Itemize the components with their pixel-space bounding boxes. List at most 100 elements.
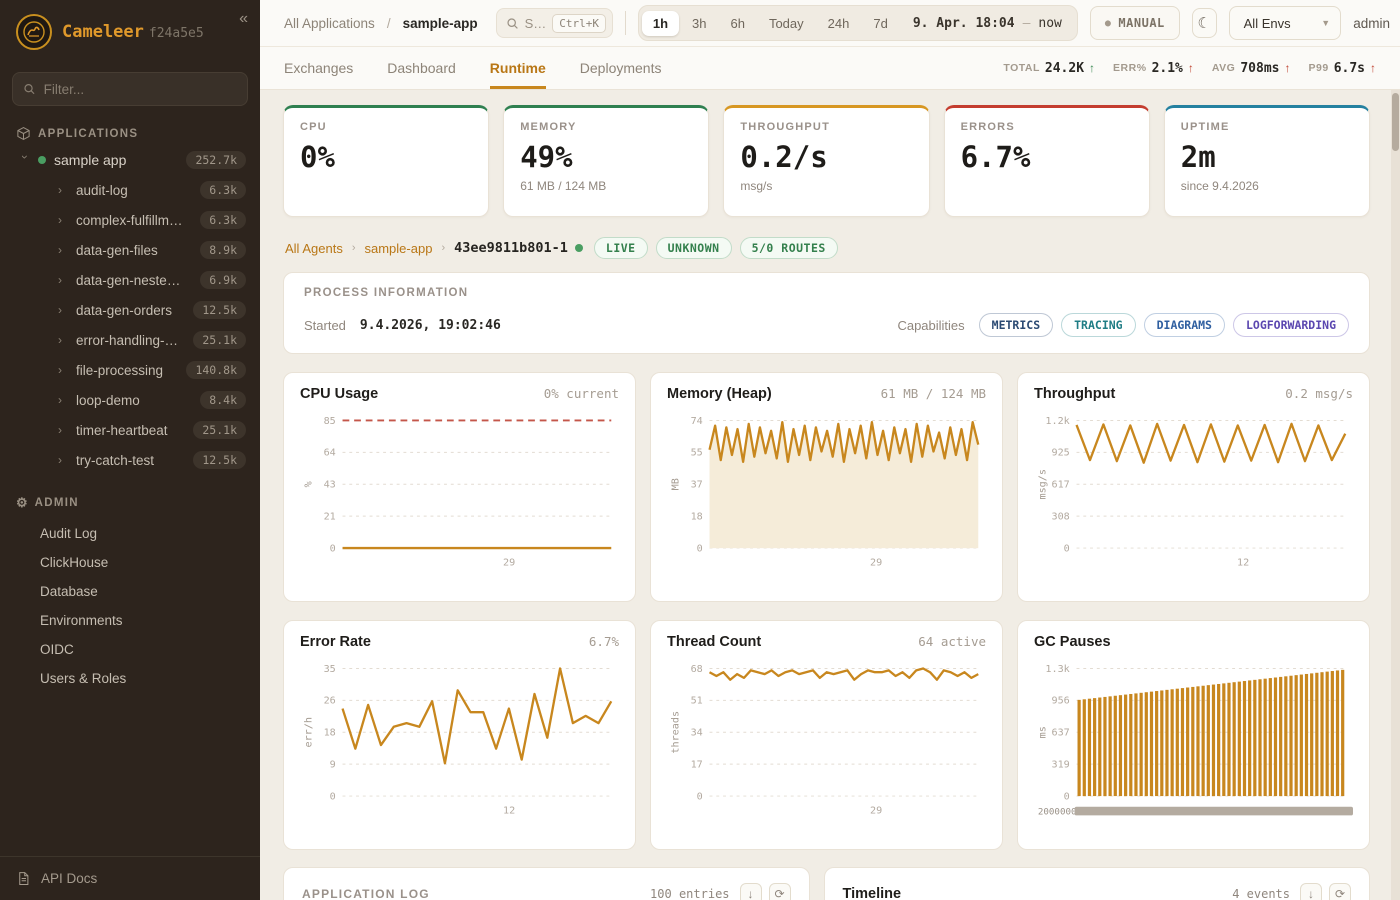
time-range-display[interactable]: 9. Apr. 18:04 — now [901, 16, 1074, 31]
trend-arrow-icon: ↑ [1284, 61, 1291, 75]
search-icon [507, 17, 518, 29]
sidebar-route-item[interactable]: › error-handling-… 25.1k [0, 325, 260, 355]
environment-select[interactable]: All Envs ▼ [1228, 6, 1342, 40]
svg-text:threads: threads [671, 711, 682, 754]
filter-input-wrap[interactable] [12, 72, 248, 106]
stat-sub: 61 MB / 124 MB [520, 179, 607, 193]
document-icon [19, 872, 29, 885]
chart-plot: 68 51 34 17 0 threads 29 [667, 656, 986, 829]
scrollbar[interactable] [1391, 90, 1400, 900]
sidebar-item-clickhouse[interactable]: ClickHouse [40, 555, 109, 570]
kpi-err: ERR% 2.1% ↑ [1113, 61, 1194, 76]
search-icon [24, 84, 35, 95]
time-from: 9. Apr. 18:04 [912, 15, 1015, 31]
refresh-icon: ⟳ [1334, 887, 1346, 900]
capabilities: Capabilities METRICS TRACING DIAGRAMS LOGFO… [897, 313, 1349, 337]
tab-deployments[interactable]: Deployments [579, 59, 662, 76]
chevron-right-icon: › [58, 453, 62, 467]
svg-text:85: 85 [324, 416, 336, 427]
sidebar-route-item[interactable]: › timer-heartbeat 25.1k [0, 415, 260, 445]
timeline-title: Timeline [842, 886, 902, 900]
svg-text:43: 43 [324, 480, 336, 491]
sidebar-item-audit-log[interactable]: Audit Log [40, 526, 98, 541]
svg-text:12: 12 [1237, 557, 1249, 568]
svg-text:64: 64 [324, 448, 336, 459]
stat-label: THROUGHPUT [740, 121, 830, 133]
chevron-right-icon: › [58, 363, 62, 377]
started-label: Started [304, 317, 346, 333]
svg-text:17: 17 [691, 760, 703, 771]
stat-label: ERRORS [960, 121, 1015, 133]
applications-section-header: APPLICATIONS [0, 110, 260, 145]
sidebar-route-item[interactable]: › data-gen-orders 12.5k [0, 295, 260, 325]
capability-badge-metrics: METRICS [978, 313, 1054, 337]
api-docs-label: API Docs [41, 871, 98, 886]
sidebar-item-database[interactable]: Database [40, 584, 98, 599]
sidebar-route-item[interactable]: › try-catch-test 12.5k [0, 445, 260, 475]
time-range-1h[interactable]: 1h [641, 10, 680, 36]
stat-sub: msg/s [740, 179, 773, 193]
chart-plot: 74 55 37 18 0 MB 29 [667, 408, 986, 581]
svg-text:55: 55 [691, 448, 703, 459]
stat-value: 0.2/s [740, 140, 828, 174]
tabbar: Exchanges Dashboard Runtime Deployments TOT… [260, 47, 1400, 90]
count-badge: 8.9k [200, 241, 246, 259]
refresh-mode-button[interactable]: ● MANUAL [1089, 6, 1180, 40]
refresh-button[interactable]: ⟳ [1329, 883, 1351, 900]
svg-text:29: 29 [503, 557, 515, 568]
sidebar-item-users-roles[interactable]: Users & Roles [40, 671, 127, 686]
svg-text:2000000000: 2000000000 [1038, 806, 1093, 817]
sidebar-route-item[interactable]: › data-gen-files 8.9k [0, 235, 260, 265]
chart-plot: 1.3k 956 637 319 0 ms 2000000000 [1034, 656, 1353, 829]
filter-input[interactable] [43, 81, 237, 97]
sidebar-route-item[interactable]: › data-gen-neste… 6.9k [0, 265, 260, 295]
chart-current-value: 64 active [918, 634, 986, 649]
sidebar-item-environments[interactable]: Environments [40, 613, 123, 628]
svg-text:35: 35 [324, 664, 336, 675]
app-logo-icon [16, 14, 52, 50]
sidebar-item-sample-app[interactable]: › sample app 252.7k [0, 145, 260, 175]
sidebar-route-item[interactable]: › loop-demo 8.4k [0, 385, 260, 415]
sidebar-route-item[interactable]: › audit-log 6.3k [0, 175, 260, 205]
dark-mode-toggle[interactable]: ☾ [1191, 8, 1217, 38]
tab-dashboard[interactable]: Dashboard [387, 59, 456, 76]
sidebar-route-item[interactable]: › complex-fulfillm… 6.3k [0, 205, 260, 235]
chevron-right-icon: › [58, 423, 62, 437]
all-agents-link[interactable]: All Agents [285, 240, 343, 256]
sidebar-item-api-docs[interactable]: API Docs [0, 856, 260, 900]
count-badge: 6.3k [200, 211, 246, 229]
chevron-right-icon: › [58, 243, 62, 257]
time-range-6h[interactable]: 6h [719, 11, 755, 36]
chart-current-value: 0% current [543, 386, 619, 401]
admin-header-label: ADMIN [34, 497, 79, 509]
trend-arrow-icon: ↑ [1187, 61, 1194, 75]
time-range-3h[interactable]: 3h [681, 11, 717, 36]
route-label: file-processing [76, 362, 164, 378]
agent-id: 43ee9811b801-1 [454, 240, 568, 256]
route-label: data-gen-files [76, 242, 158, 258]
tab-runtime[interactable]: Runtime [489, 47, 546, 89]
time-range-24h[interactable]: 24h [817, 11, 861, 36]
global-search[interactable]: S… Ctrl+K [495, 8, 614, 38]
sidebar-route-item[interactable]: › file-processing 140.8k [0, 355, 260, 385]
count-badge: 140.8k [186, 361, 246, 379]
app-tree-label: sample app [54, 152, 127, 168]
tab-exchanges[interactable]: Exchanges [284, 59, 354, 76]
svg-text:637: 637 [1051, 728, 1069, 739]
gear-icon: ⚙ [16, 495, 28, 510]
time-range-7d[interactable]: 7d [862, 11, 898, 36]
scrollbar-thumb[interactable] [1392, 93, 1399, 151]
sidebar-collapse-icon[interactable]: « [239, 10, 248, 27]
download-button[interactable]: ↓ [1300, 883, 1322, 900]
refresh-button[interactable]: ⟳ [768, 883, 791, 900]
agent-app-link[interactable]: sample-app [364, 240, 433, 256]
download-button[interactable]: ↓ [739, 883, 762, 900]
svg-text:29: 29 [870, 557, 882, 568]
time-range-today[interactable]: Today [758, 11, 815, 36]
breadcrumb-all-applications[interactable]: All Applications [284, 15, 375, 31]
chart-card-gc-pauses: GC Pauses 1.3k 956 637 319 0 ms 2000000000 [1017, 620, 1370, 850]
sidebar-item-oidc[interactable]: OIDC [40, 642, 74, 657]
application-log-card: APPLICATION LOG 100 entries ↓ ⟳ [283, 867, 810, 900]
user-menu[interactable]: admin [1353, 15, 1390, 31]
download-icon: ↓ [1308, 887, 1314, 900]
